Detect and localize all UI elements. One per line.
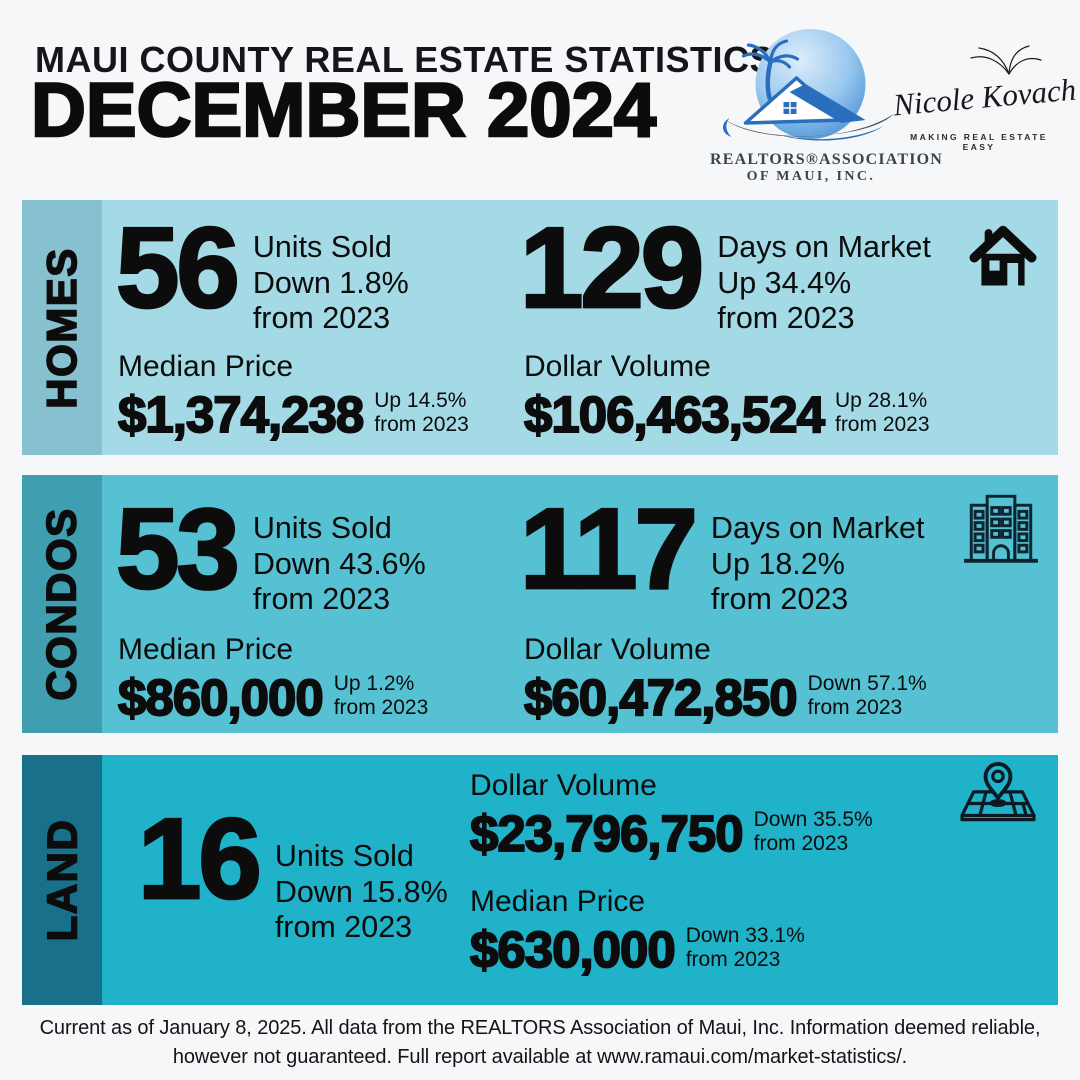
condos-units-sold-value: 53 [115,486,242,613]
house-icon [966,220,1040,293]
condos-units-sold-caption: Units Sold Down 43.6% from 2023 [252,511,426,617]
land-section: LAND 16 Units Sold Down 15.8% from 2023 [22,755,1058,1005]
land-median-price-block: Median Price $630,000 Down 33.1% from 20… [469,885,805,978]
ram-logo-name-line2: OF MAUI, INC. [746,169,876,184]
price-value: $1,374,238 [117,385,365,443]
price-value: $860,000 [117,668,325,726]
condos-dollar-volume-block: Dollar Volume $60,472,850 Down 57.1% fro… [523,633,927,726]
price-change-note: Down 35.5% from 2023 [753,808,873,856]
price-label: Dollar Volume [524,633,711,666]
homes-days-on-market-value: 129 [519,205,706,332]
ram-logo-graphic-icon [722,29,894,141]
price-value: $23,796,750 [469,804,745,862]
condos-section: CONDOS 53 Units Sold Down 43.6% from 202… [22,475,1058,733]
homes-dollar-volume-block: Dollar Volume $106,463,524 Up 28.1% from… [523,350,930,443]
disclaimer-line2: however not guaranteed. Full report avai… [172,1046,908,1068]
agent-logo: Nicole Kovach MAKING REAL ESTATE EASY [891,40,1078,152]
realtors-association-logo: REALTORS®ASSOCIATION OF MAUI, INC. [710,26,944,185]
disclaimer-line1: Current as of January 8, 2025. All data … [39,1017,1041,1039]
disclaimer-text: Current as of January 8, 2025. All data … [0,1014,1080,1072]
condos-units-sold-stat: 53 Units Sold Down 43.6% from 2023 [115,486,426,618]
condo-building-icon [960,487,1042,570]
ram-logo-name-line1: REALTORS®ASSOCIATION [710,151,944,168]
homes-units-sold-caption: Units Sold Down 1.8% from 2023 [252,230,409,336]
condos-days-on-market-value: 117 [519,486,700,613]
agent-tagline: MAKING REAL ESTATE EASY [910,132,1048,152]
land-units-sold-value: 16 [137,796,264,923]
condos-median-price-block: Median Price $860,000 Up 1.2% from 2023 [117,633,429,726]
price-label: Median Price [470,885,646,918]
price-value: $630,000 [469,920,677,978]
price-change-note: Up 14.5% from 2023 [374,389,469,437]
palm-frond-icon [970,45,1042,75]
map-pin-icon [954,760,1042,835]
price-change-note: Down 33.1% from 2023 [685,924,805,972]
condos-days-on-market-caption: Days on Market Up 18.2% from 2023 [710,511,925,617]
price-label: Dollar Volume [524,350,711,383]
price-value: $60,472,850 [523,668,799,726]
homes-section-label: HOMES [22,200,102,455]
price-change-note: Down 57.1% from 2023 [807,672,927,720]
price-change-note: Up 1.2% from 2023 [333,672,429,720]
homes-days-on-market-stat: 129 Days on Market Up 34.4% from 2023 [519,205,931,337]
homes-days-on-market-caption: Days on Market Up 34.4% from 2023 [717,230,931,336]
land-units-sold-caption: Units Sold Down 15.8% from 2023 [274,839,448,945]
homes-units-sold-stat: 56 Units Sold Down 1.8% from 2023 [115,205,409,337]
homes-section: HOMES 56 Units Sold Down 1.8% from 2023 … [22,200,1058,455]
land-section-label: LAND [22,755,102,1005]
land-units-sold-stat: 16 Units Sold Down 15.8% from 2023 [137,796,448,946]
land-dollar-volume-block: Dollar Volume $23,796,750 Down 35.5% fro… [469,769,873,862]
report-subtitle: MAUI COUNTY REAL ESTATE STATISTICS [35,39,775,80]
homes-units-sold-value: 56 [115,205,242,332]
price-change-note: Up 28.1% from 2023 [834,389,930,437]
condos-section-label: CONDOS [22,475,102,733]
price-label: Median Price [118,633,294,666]
homes-median-price-block: Median Price $1,374,238 Up 14.5% from 20… [117,350,469,443]
price-value: $106,463,524 [523,385,826,443]
report-title: DECEMBER 2024 [30,68,658,153]
agent-signature: Nicole Kovach [891,71,1078,123]
price-label: Dollar Volume [470,769,657,802]
price-label: Median Price [118,350,294,383]
condos-days-on-market-stat: 117 Days on Market Up 18.2% from 2023 [519,486,925,618]
